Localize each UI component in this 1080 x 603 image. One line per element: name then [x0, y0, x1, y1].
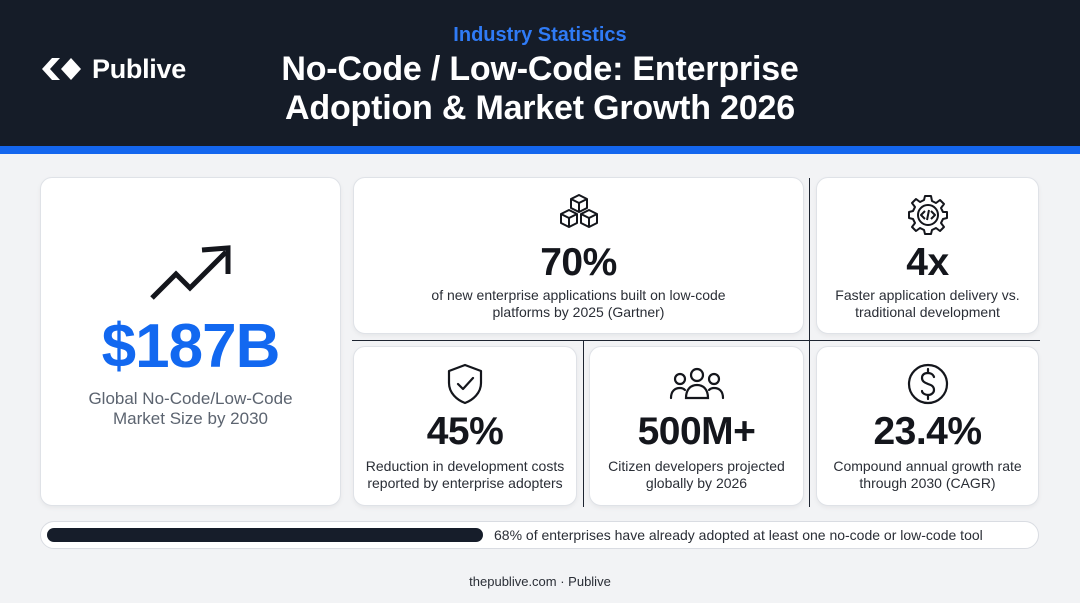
page-title: No-Code / Low-Code: Enterprise Adoption … — [230, 50, 850, 128]
stat-value: 23.4% — [873, 410, 982, 453]
stat-description: Reduction in development costs reported … — [360, 458, 570, 492]
adoption-progress-bar: 68% of enterprises have already adopted … — [40, 521, 1039, 549]
adoption-progress-fill — [47, 528, 483, 542]
grid-divider-vertical-middle — [583, 341, 584, 507]
market-size-desc-line-2: Market Size by 2030 — [113, 409, 268, 428]
stat-desc-line-1: Reduction in development costs — [365, 458, 565, 474]
stat-desc-line-2: platforms by 2025 (Gartner) — [492, 304, 665, 320]
stat-card-delivery-speed: 4x Faster application delivery vs. tradi… — [816, 177, 1039, 334]
grid-divider-vertical-right — [809, 178, 810, 507]
stat-value: 70% — [540, 241, 617, 284]
stat-desc-line-1: Faster application delivery vs. — [835, 287, 1020, 303]
footer-credit[interactable]: thepublive.com · Publive — [469, 574, 611, 589]
stat-card-new-apps: 70% of new enterprise applications built… — [353, 177, 804, 334]
gear-code-icon — [907, 195, 948, 235]
stat-card-citizen-developers: 500M+ Citizen developers projected globa… — [589, 346, 804, 506]
market-size-desc-line-1: Global No-Code/Low-Code — [88, 389, 293, 408]
stat-description: of new enterprise applications built on … — [360, 287, 797, 321]
publive-logo-icon — [42, 58, 81, 80]
dollar-icon — [907, 363, 948, 405]
stat-description: Compound annual growth rate through 2030… — [823, 458, 1032, 492]
stat-description: Faster application delivery vs. traditio… — [823, 287, 1032, 321]
stat-desc-line-2: traditional development — [855, 304, 1000, 320]
users-icon — [669, 367, 724, 400]
title-line-1: No-Code / Low-Code: Enterprise — [281, 50, 799, 88]
stat-value: 45% — [426, 410, 504, 453]
eyebrow-label: Industry Statistics — [453, 24, 627, 46]
adoption-progress-label: 68% of enterprises have already adopted … — [494, 527, 983, 543]
market-size-card: $187B Global No-Code/Low-Code Market Siz… — [40, 177, 341, 506]
stat-card-cagr: 23.4% Compound annual growth rate throug… — [816, 346, 1039, 506]
stat-card-cost-reduction: 45% Reduction in development costs repor… — [353, 346, 577, 506]
market-size-value: $187B — [101, 312, 281, 381]
stat-desc-line-2: reported by enterprise adopters — [367, 475, 563, 491]
stat-desc-line-1: Compound annual growth rate — [833, 458, 1022, 474]
market-size-description: Global No-Code/Low-Code Market Size by 2… — [61, 389, 320, 429]
stat-desc-line-2: globally by 2026 — [645, 475, 748, 491]
stat-desc-line-1: Citizen developers projected — [608, 458, 785, 474]
trending-up-icon — [149, 245, 230, 300]
header-accent-stripe — [0, 146, 1080, 154]
grid-divider-horizontal — [352, 340, 1040, 341]
brand-name: Publive — [92, 53, 186, 84]
stat-desc-line-2: through 2030 (CAGR) — [859, 475, 996, 491]
stat-desc-line-1: of new enterprise applications built on … — [431, 287, 726, 303]
cubes-icon — [559, 194, 598, 228]
stat-description: Citizen developers projected globally by… — [596, 458, 797, 492]
title-line-2: Adoption & Market Growth 2026 — [285, 89, 795, 127]
brand-logo[interactable]: Publive — [40, 50, 186, 88]
stat-value: 4x — [906, 241, 949, 284]
shield-check-icon — [447, 363, 483, 405]
header-banner: Publive Industry Statistics No-Code / Lo… — [0, 0, 1080, 146]
stat-value: 500M+ — [637, 410, 756, 453]
